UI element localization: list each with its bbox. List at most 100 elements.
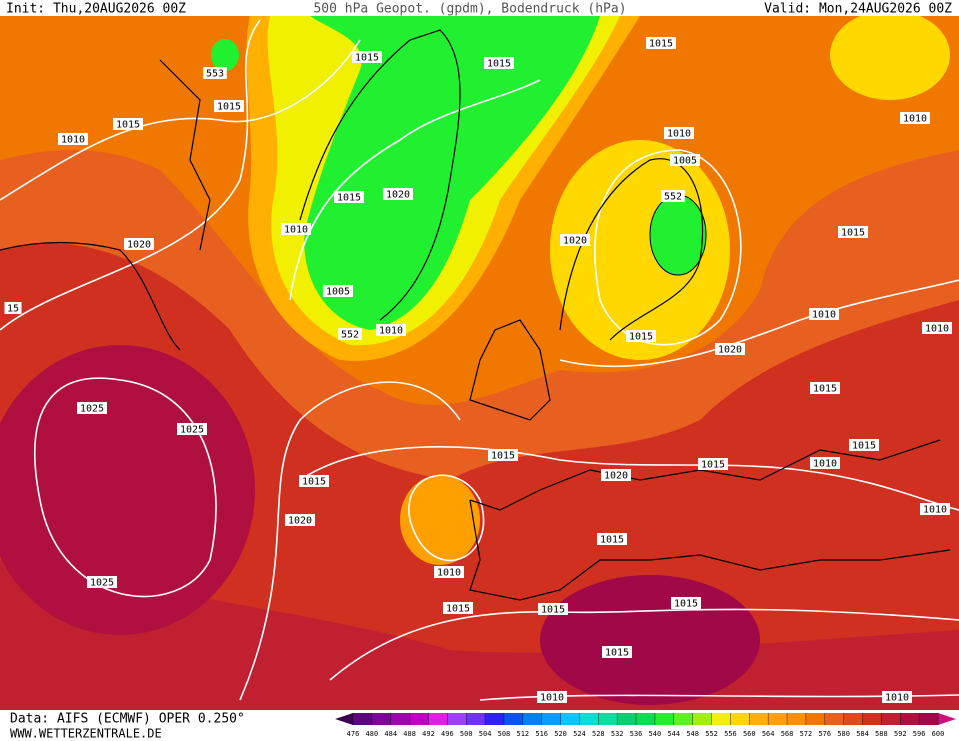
scale-tick-label: 500 — [460, 730, 473, 738]
coast-arctic — [159, 59, 211, 251]
isobar-label-box — [838, 226, 868, 238]
isobar-label-box — [338, 328, 362, 340]
isobar-label: 1020 — [386, 190, 410, 201]
isobar-label: 1020 — [563, 236, 587, 247]
scale-box — [522, 713, 542, 725]
scale-box — [447, 713, 467, 725]
isobar-label-box — [299, 475, 329, 487]
isobar-label: 1015 — [302, 477, 326, 488]
isobar-label: 1025 — [180, 425, 204, 436]
scale-tick-label: 484 — [384, 730, 397, 738]
isobar-label-box — [87, 576, 117, 588]
isobar-label: 1015 — [541, 605, 565, 616]
scale-tick-label: 584 — [856, 730, 869, 738]
isobar-label-box — [376, 324, 406, 336]
isobar — [34, 377, 217, 598]
isobar-label: 1010 — [903, 114, 927, 125]
website: WWW.WETTERZENTRALE.DE — [10, 727, 162, 741]
scale-tick-label: 528 — [592, 730, 605, 738]
scale-box — [390, 713, 410, 725]
scale-box — [749, 713, 769, 725]
scale-tick-label: 572 — [800, 730, 813, 738]
isobar-label: 1020 — [604, 471, 628, 482]
isobar-label-box — [698, 458, 728, 470]
isobar-label-box — [58, 133, 88, 145]
valid-time: Valid: Mon,24AUG2026 00Z — [764, 2, 952, 17]
scale-tick-label: 580 — [837, 730, 850, 738]
field-crimson-west — [0, 345, 255, 635]
init-time: Init: Thu,20AUG2026 00Z — [6, 2, 186, 17]
isobar-label: 1010 — [437, 568, 461, 579]
isobar-label-box — [601, 469, 631, 481]
scale-box — [353, 713, 372, 725]
scale-tick-label: 508 — [498, 730, 511, 738]
scale-tick-label: 600 — [932, 730, 945, 738]
isobar-label-box — [646, 37, 676, 49]
isobar-label: 552 — [664, 192, 682, 203]
scale-box — [409, 713, 429, 725]
scale-box — [805, 713, 825, 725]
isobar-label: 1015 — [701, 460, 725, 471]
coast-canada — [0, 241, 181, 351]
scale-tick-label: 476 — [347, 730, 360, 738]
isobar — [0, 19, 261, 331]
isobar-label: 1015 — [355, 53, 379, 64]
isobar-label: 1020 — [288, 516, 312, 527]
scale-tick-label: 532 — [611, 730, 624, 738]
isobar-labels: 553 1015 1015 1015 1015 1015 1010 1010 1005 1010 1… — [4, 37, 952, 704]
isobar-label-box — [664, 127, 694, 139]
scale-tick-label: 592 — [894, 730, 907, 738]
isobar-label-box — [810, 382, 840, 394]
isobar-label-box — [323, 285, 353, 297]
isobar-label-box — [602, 646, 632, 658]
scale-box — [598, 713, 618, 725]
scale-box — [485, 713, 504, 725]
isobar-label-box — [537, 691, 567, 703]
isobar-label: 1025 — [90, 578, 114, 589]
scale-box — [371, 713, 391, 725]
scale-tick-label: 516 — [535, 730, 548, 738]
isobar-label: 1010 — [813, 459, 837, 470]
isobar — [408, 474, 485, 562]
isobar — [594, 149, 742, 346]
isobar-label: 1015 — [841, 228, 865, 239]
isobar-label-box — [560, 234, 590, 246]
scale-tick-label: 540 — [649, 730, 662, 738]
scale-box — [692, 713, 712, 725]
isobar-label: 1010 — [379, 326, 403, 337]
isobar-label: 1010 — [540, 693, 564, 704]
isobar-label-box — [849, 439, 879, 451]
field-green — [304, 16, 600, 330]
scale-box — [862, 713, 882, 725]
isobar-label: 1015 — [446, 604, 470, 615]
isobar-label: 1015 — [813, 384, 837, 395]
field-green-east — [649, 194, 707, 276]
isobar-label-box — [920, 503, 950, 515]
isobar-label: 553 — [206, 69, 224, 80]
scale-box — [654, 713, 674, 725]
isobar-label-box — [203, 67, 227, 79]
isobar-label: 552 — [341, 330, 359, 341]
isobar-label-box — [383, 188, 413, 200]
isobar — [0, 39, 361, 201]
isobar-label: 1010 — [925, 324, 949, 335]
coast-greenland — [299, 29, 461, 321]
isobar-label: 1010 — [812, 310, 836, 321]
scale-tick-label: 596 — [913, 730, 926, 738]
isobar-label-box — [900, 112, 930, 124]
isobar-label-box — [214, 100, 244, 112]
field-yellow-ne — [830, 10, 950, 100]
isobar-label: 1015 — [491, 451, 515, 462]
isobar — [479, 694, 959, 701]
isobar-label: 1010 — [885, 693, 909, 704]
isobar-label: 1015 — [629, 332, 653, 343]
scale-tick-label: 488 — [403, 730, 416, 738]
isobar-label: 1015 — [852, 441, 876, 452]
isobar-label: 1015 — [487, 59, 511, 70]
isobar-label-box — [810, 457, 840, 469]
field-crimson-south — [540, 575, 760, 705]
scale-tick-label: 552 — [705, 730, 718, 738]
scale-tick-label: 504 — [479, 730, 492, 738]
scale-box — [541, 713, 561, 725]
